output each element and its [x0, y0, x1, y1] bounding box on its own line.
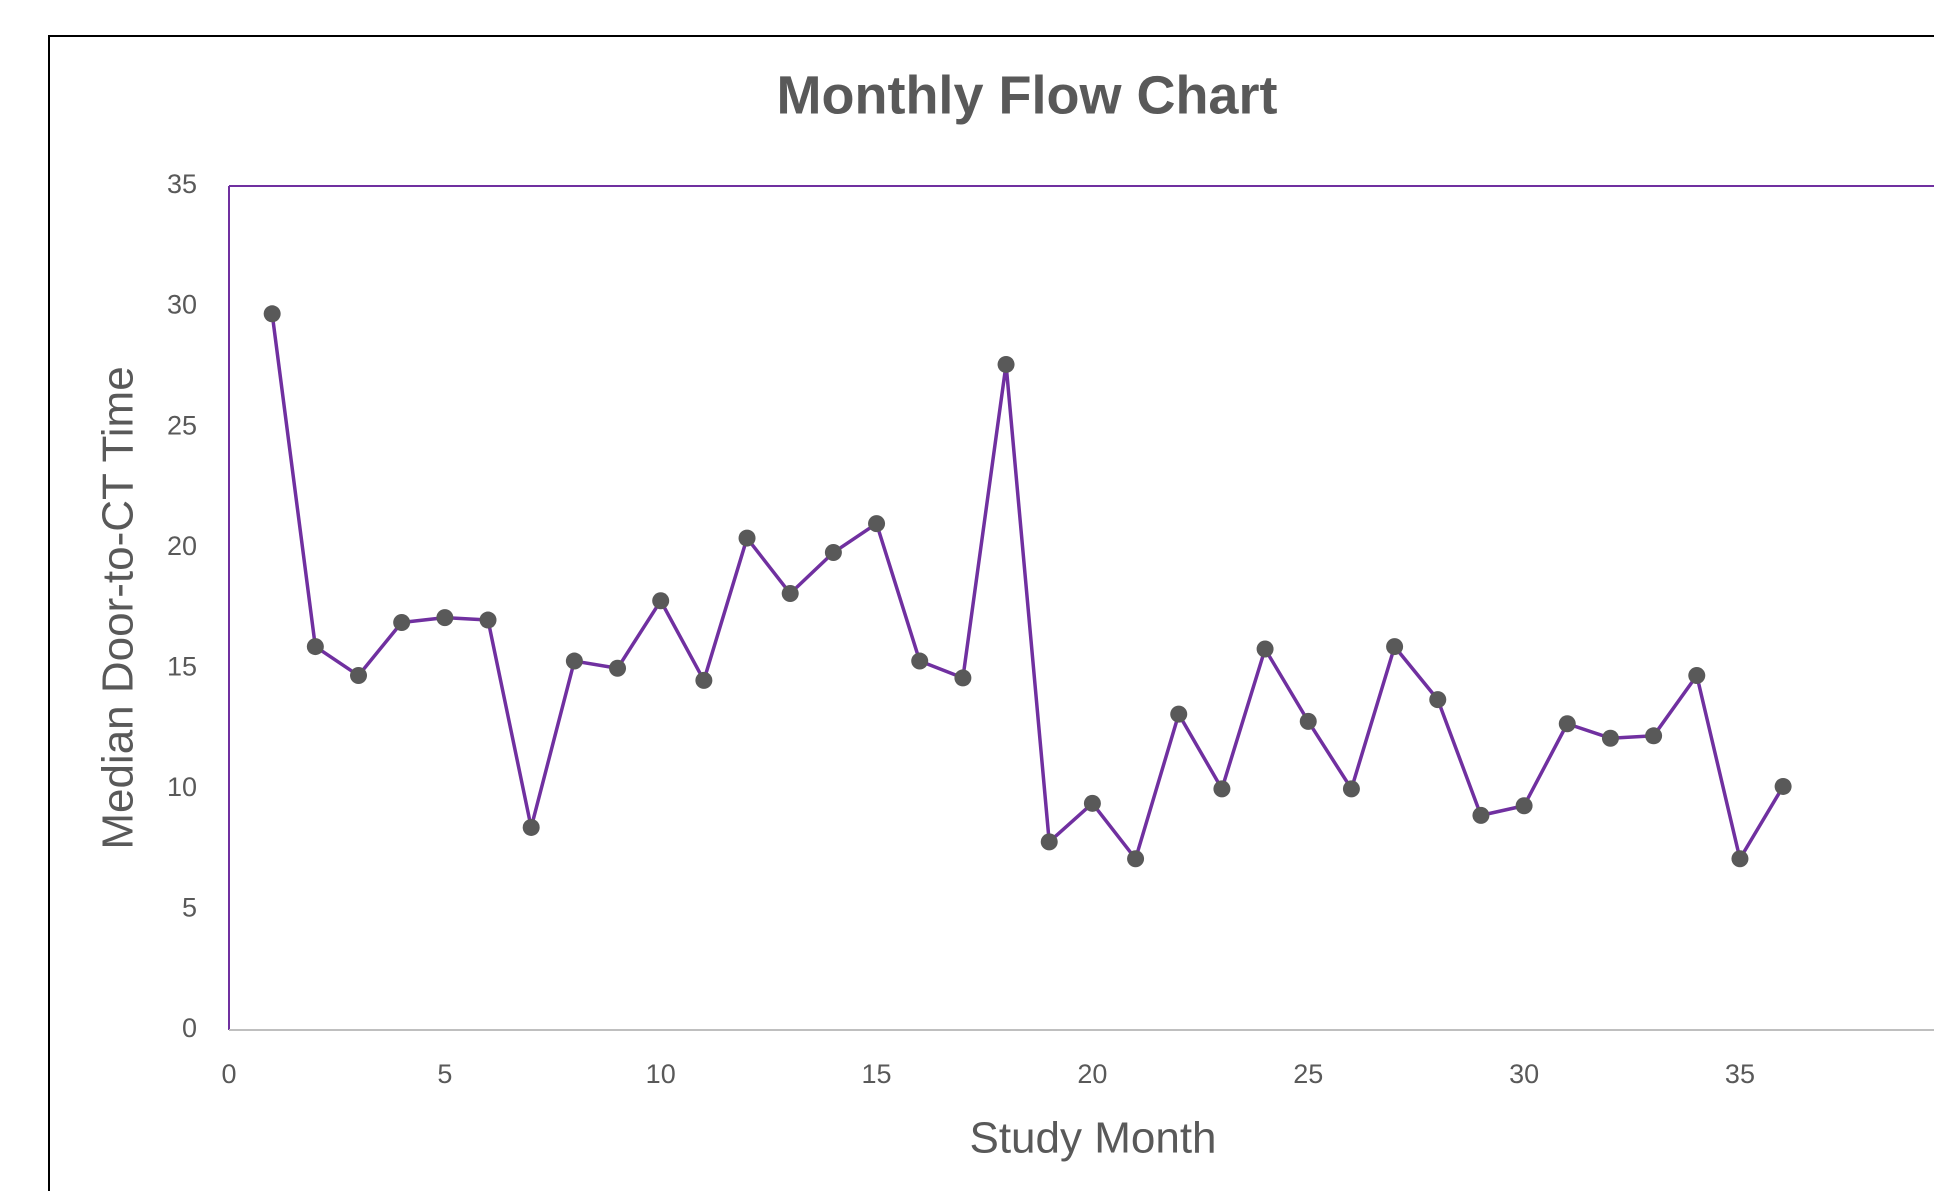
y-tick-label: 30: [167, 290, 197, 320]
data-point: [781, 585, 799, 603]
data-point: [1515, 797, 1533, 815]
data-point: [1645, 727, 1663, 745]
y-tick-label: 25: [167, 410, 197, 440]
data-point: [1601, 729, 1619, 747]
series-line: [270, 313, 1785, 861]
y-tick-label: 5: [182, 893, 197, 923]
chart-border: [48, 35, 1934, 1191]
x-tick-label: 5: [437, 1059, 452, 1089]
data-point: [1342, 780, 1360, 798]
data-point: [565, 652, 583, 670]
data-point: [1472, 806, 1490, 824]
data-point: [738, 529, 756, 547]
data-point: [1213, 780, 1231, 798]
data-point: [350, 667, 368, 685]
x-tick-label: 25: [1293, 1059, 1323, 1089]
data-point: [1386, 638, 1404, 656]
data-point: [997, 355, 1015, 373]
data-point: [479, 611, 497, 629]
x-tick-label: 0: [221, 1059, 236, 1089]
data-point: [1170, 705, 1188, 723]
data-point: [1429, 691, 1447, 709]
data-point: [1040, 833, 1058, 851]
y-tick-label: 10: [167, 772, 197, 802]
x-tick-label: 30: [1509, 1059, 1539, 1089]
data-point: [1083, 794, 1101, 812]
x-tick-label: 20: [1077, 1059, 1107, 1089]
data-point: [1558, 715, 1576, 733]
y-tick-label: 0: [182, 1013, 197, 1043]
x-tick-label: 15: [862, 1059, 892, 1089]
data-point: [1688, 667, 1706, 685]
chart-title: Monthly Flow Chart: [777, 65, 1278, 125]
data-point: [1774, 777, 1792, 795]
data-point: [1256, 640, 1274, 658]
data-point: [522, 818, 540, 836]
data-point: [436, 609, 454, 627]
data-point: [954, 669, 972, 687]
data-point: [911, 652, 929, 670]
y-tick-label: 20: [167, 531, 197, 561]
y-axis-label: Median Door-to-CT Time: [94, 366, 143, 849]
data-point: [263, 305, 281, 323]
data-point: [824, 544, 842, 562]
x-tick-label: 35: [1725, 1059, 1755, 1089]
data-point: [695, 671, 713, 689]
data-point: [868, 515, 886, 533]
data-point: [1299, 712, 1317, 730]
data-point: [1127, 850, 1145, 868]
data-point: [609, 659, 627, 677]
data-point: [652, 592, 670, 610]
data-point: [1731, 850, 1749, 868]
y-tick-label: 35: [167, 169, 197, 199]
data-point: [306, 638, 324, 656]
data-point: [393, 613, 411, 631]
x-tick-label: 10: [646, 1059, 676, 1089]
x-axis-label: Study Month: [969, 1114, 1216, 1163]
y-tick-label: 15: [167, 651, 197, 681]
